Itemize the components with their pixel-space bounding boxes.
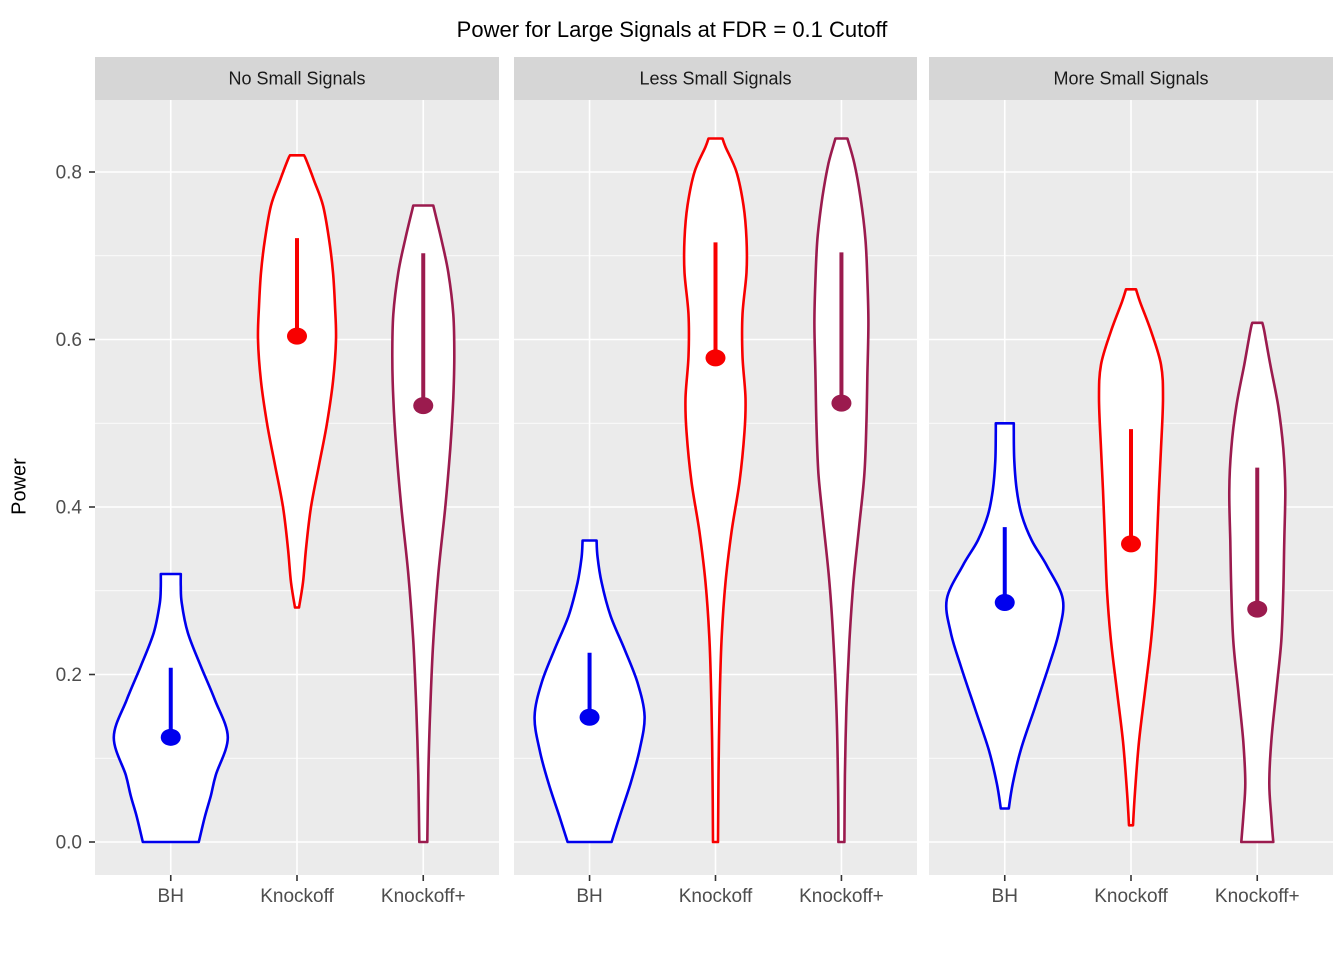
x-tick-label: Knockoff xyxy=(260,886,334,907)
x-tick-label: Knockoff+ xyxy=(799,886,884,907)
facet-strip xyxy=(929,57,1333,100)
facet-strip-label: Less Small Signals xyxy=(639,69,791,89)
x-tick-label: Knockoff+ xyxy=(381,886,466,907)
violin-knockoff xyxy=(682,137,749,844)
x-tick-label: Knockoff xyxy=(679,886,753,907)
violin-bh xyxy=(944,422,1065,810)
summary-point-knockoffplus xyxy=(1247,600,1268,618)
violin-knockoff xyxy=(1097,288,1165,827)
summary-point-knockoff xyxy=(1121,535,1141,553)
summary-point-knockoffplus xyxy=(831,394,852,412)
summary-point-knockoff xyxy=(705,349,726,367)
facet-strip-label: No Small Signals xyxy=(228,69,365,89)
y-tick-label: 0.8 xyxy=(56,163,82,184)
y-tick-label: 0.4 xyxy=(56,498,83,519)
y-tick-label: 0.6 xyxy=(56,330,82,351)
x-tick-label: BH xyxy=(576,886,602,907)
x-tick-label: BH xyxy=(992,886,1018,907)
chart-title: Power for Large Signals at FDR = 0.1 Cut… xyxy=(456,17,888,42)
facet-strip xyxy=(514,57,917,100)
facet-strip xyxy=(95,57,499,100)
y-tick-label: 0.0 xyxy=(56,833,82,854)
x-tick-label: Knockoff xyxy=(1094,886,1168,907)
summary-point-bh xyxy=(160,728,181,746)
violin-knockoffplus xyxy=(813,137,870,844)
y-tick-label: 0.2 xyxy=(56,665,82,686)
summary-point-knockoff xyxy=(287,327,307,345)
x-tick-label: Knockoff+ xyxy=(1215,886,1300,907)
x-tick-label: BH xyxy=(158,886,184,907)
summary-point-bh xyxy=(994,593,1015,611)
violin-knockoff xyxy=(256,154,338,609)
facet-strip-label: More Small Signals xyxy=(1053,69,1208,89)
violin-knockoffplus xyxy=(391,204,456,844)
summary-point-knockoffplus xyxy=(413,397,434,415)
summary-point-bh xyxy=(579,708,600,726)
